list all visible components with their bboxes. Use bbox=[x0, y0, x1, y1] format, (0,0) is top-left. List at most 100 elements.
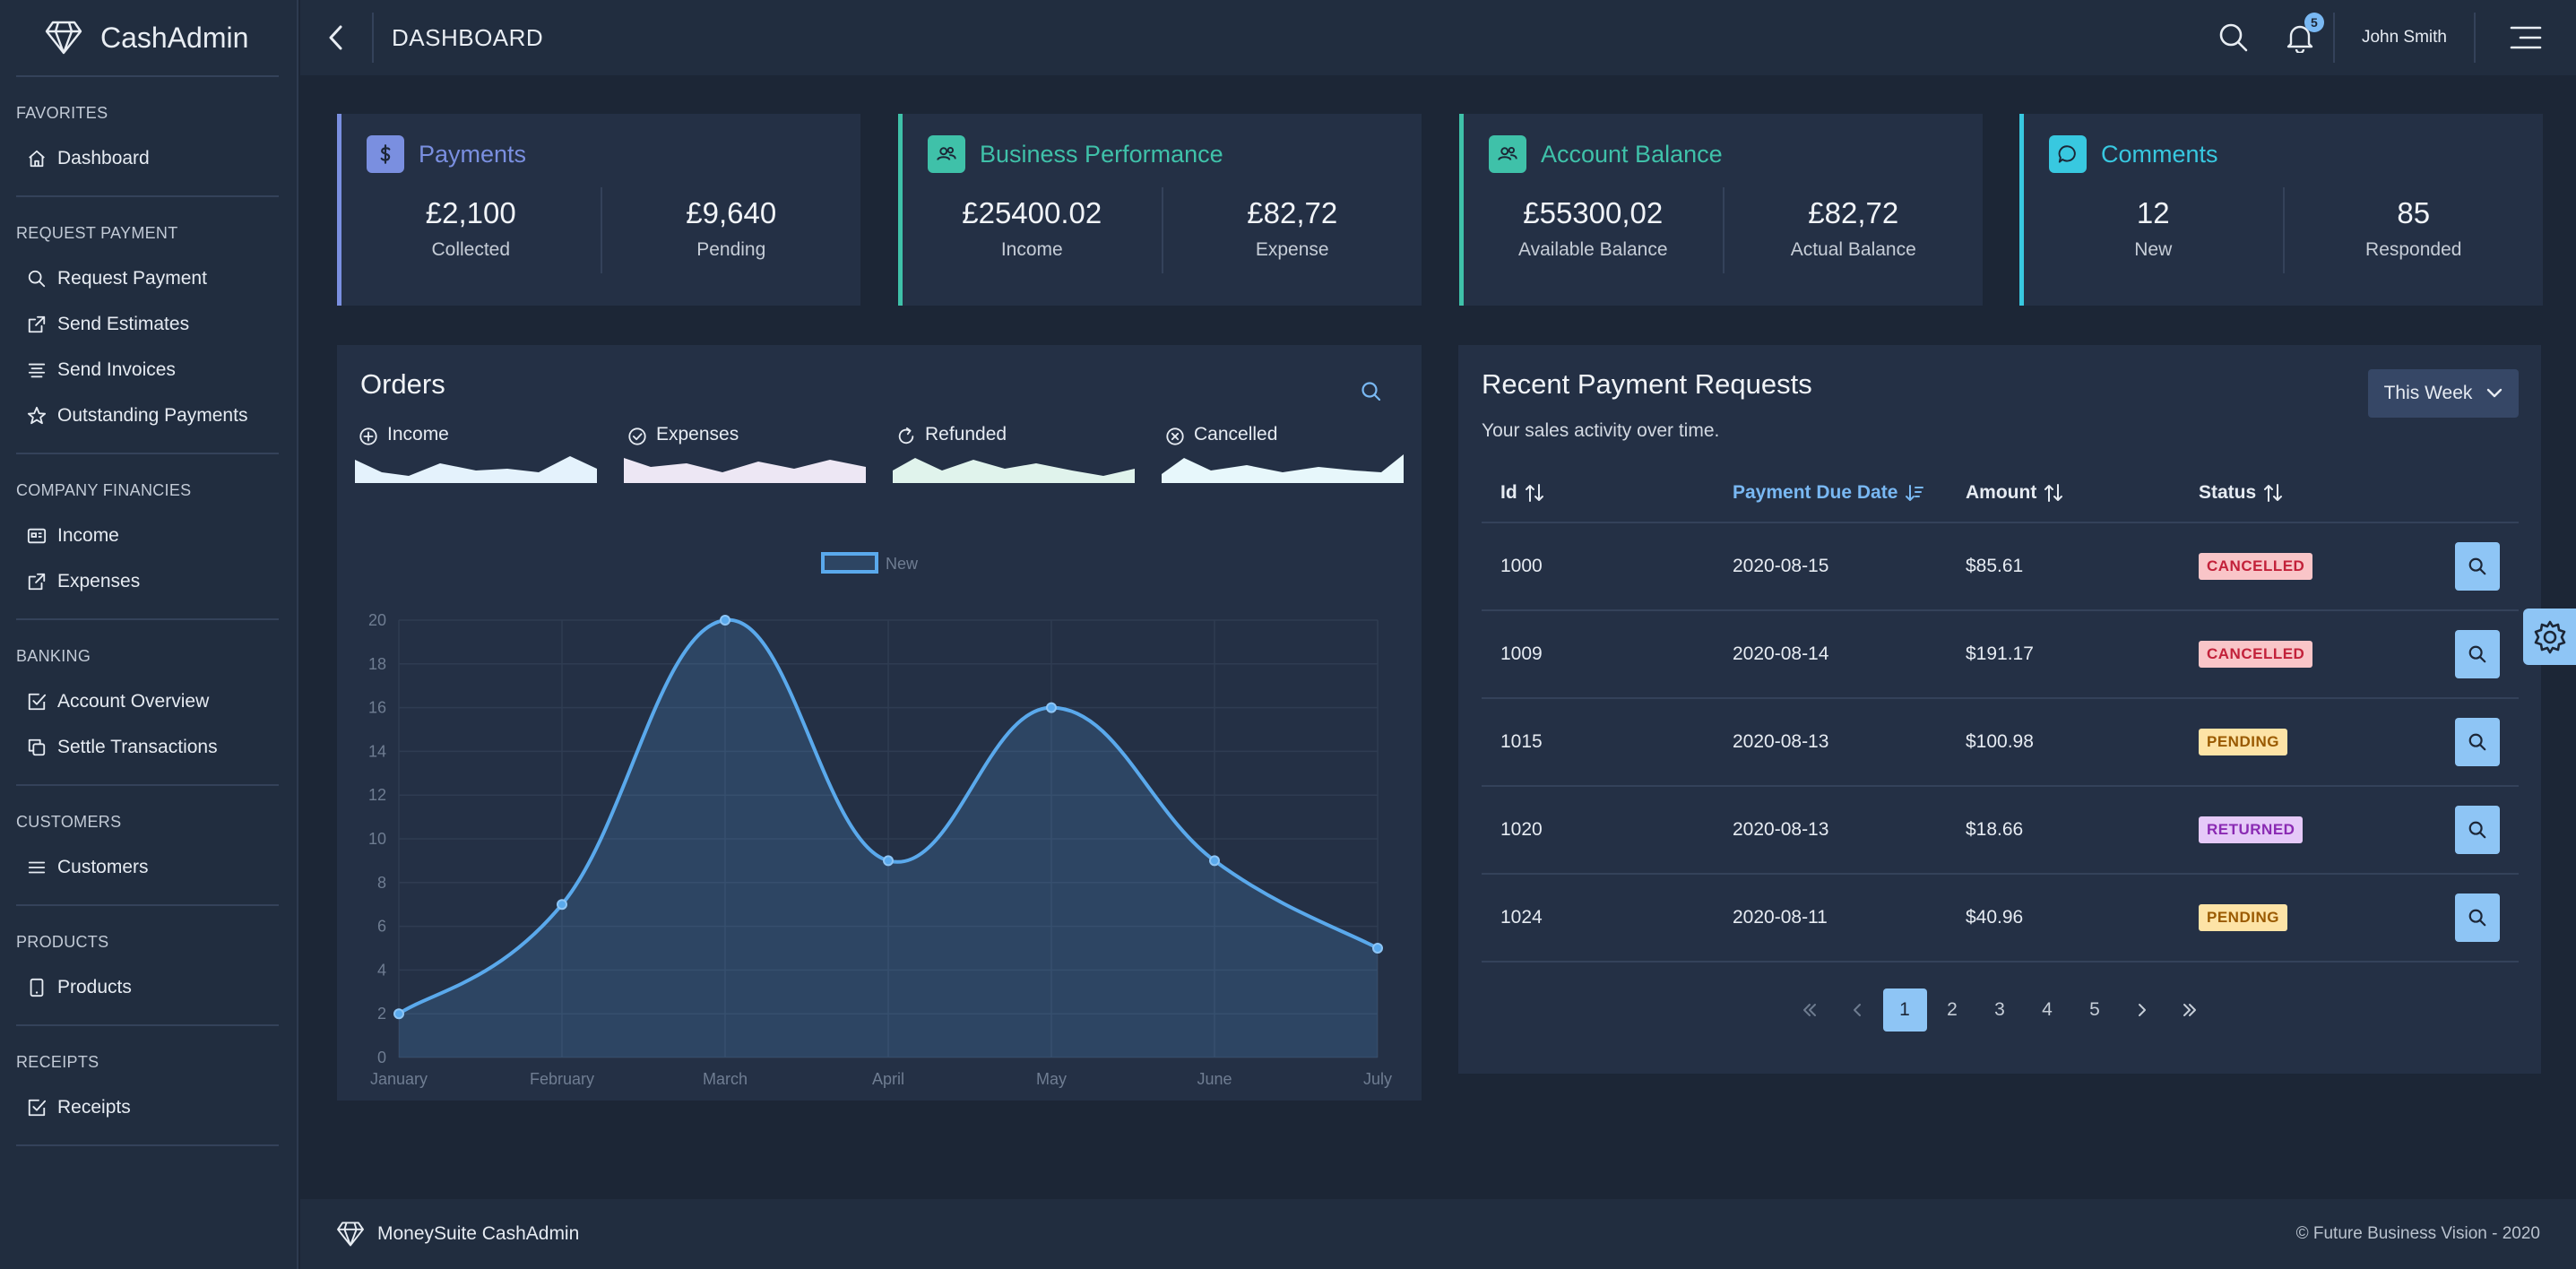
card-title: Account Balance bbox=[1541, 140, 1723, 168]
view-button[interactable] bbox=[2455, 630, 2500, 678]
cell-due-date: 2020-08-14 bbox=[1714, 610, 1947, 699]
sidebar-item-dashboard[interactable]: Dashboard bbox=[0, 135, 297, 181]
list-icon bbox=[27, 858, 47, 877]
divider bbox=[16, 1024, 279, 1026]
align-icon bbox=[27, 360, 47, 380]
card-metric: 12 New bbox=[2024, 187, 2283, 273]
divider bbox=[16, 75, 279, 77]
sidebar-item-outstanding-payments[interactable]: Outstanding Payments bbox=[0, 393, 297, 438]
view-button[interactable] bbox=[2455, 893, 2500, 942]
data-point bbox=[393, 1008, 404, 1020]
col-header-id[interactable]: Id bbox=[1482, 463, 1714, 523]
orders-search-button[interactable] bbox=[1361, 381, 1382, 402]
last-page-button[interactable] bbox=[2168, 988, 2212, 1032]
cell-action bbox=[2413, 698, 2519, 787]
divider bbox=[16, 784, 279, 786]
page-1-button[interactable]: 1 bbox=[1882, 988, 1927, 1032]
card-title: Payments bbox=[419, 140, 527, 168]
cell-id: 1015 bbox=[1482, 698, 1714, 787]
first-page-button[interactable] bbox=[1788, 988, 1832, 1032]
page-4-button[interactable]: 4 bbox=[2042, 999, 2053, 1020]
user-menu[interactable]: John Smith bbox=[2361, 28, 2447, 47]
table-row[interactable]: 1024 2020-08-11 $40.96 PENDING bbox=[1482, 874, 2519, 963]
col-header-actions bbox=[2413, 463, 2519, 523]
search-button[interactable] bbox=[2200, 0, 2267, 75]
sort-desc-icon bbox=[1905, 483, 1924, 503]
stat-card-payments: Payments £2,100 Collected £9,640 Pending bbox=[337, 114, 860, 306]
cell-id: 1000 bbox=[1482, 522, 1714, 611]
back-button[interactable] bbox=[300, 0, 372, 75]
sidebar-item-expenses[interactable]: Expenses bbox=[0, 558, 297, 604]
sidebar-item-receipts[interactable]: Receipts bbox=[0, 1084, 297, 1130]
nav-section-company-financies: COMPANY FINANCIES Income Expenses bbox=[0, 454, 297, 618]
data-point bbox=[1046, 702, 1057, 713]
page-5-button[interactable]: 5 bbox=[2089, 999, 2100, 1020]
view-button[interactable] bbox=[2455, 542, 2500, 591]
nav-section-banking: BANKING Account Overview Settle Transact… bbox=[0, 620, 297, 784]
page-3-button[interactable]: 3 bbox=[1994, 999, 2005, 1020]
external-link-icon bbox=[27, 315, 47, 334]
next-page-button[interactable] bbox=[2121, 988, 2165, 1032]
sidebar-item-customers[interactable]: Customers bbox=[0, 844, 297, 890]
nav-section-title: BANKING bbox=[16, 647, 91, 665]
sidebar-item-products[interactable]: Products bbox=[0, 964, 297, 1010]
card-metric-value: 85 bbox=[2397, 196, 2431, 229]
sparkline-label: Income bbox=[387, 424, 449, 445]
card-metric-label: Collected bbox=[431, 239, 511, 260]
page-2-button[interactable]: 2 bbox=[1947, 999, 1958, 1020]
menu-button[interactable] bbox=[2476, 0, 2576, 75]
table-row[interactable]: 1020 2020-08-13 $18.66 RETURNED bbox=[1482, 786, 2519, 875]
prev-page-button[interactable] bbox=[1836, 988, 1880, 1032]
prev-page-icon bbox=[1848, 1003, 1866, 1017]
divider bbox=[16, 618, 279, 620]
col-header-status[interactable]: Status bbox=[2180, 463, 2413, 523]
users-icon bbox=[1489, 135, 1526, 173]
card-metric-value: £82,72 bbox=[1247, 196, 1338, 229]
x-tick-label: January bbox=[370, 1070, 428, 1088]
table-row[interactable]: 1000 2020-08-15 $85.61 CANCELLED bbox=[1482, 522, 2519, 611]
sparkline-area bbox=[624, 458, 866, 483]
y-tick-label: 18 bbox=[368, 655, 386, 673]
col-header-amount[interactable]: Amount bbox=[1947, 463, 2180, 523]
sidebar-item-send-estimates[interactable]: Send Estimates bbox=[0, 301, 297, 347]
cell-id: 1024 bbox=[1482, 874, 1714, 963]
card-metric: £82,72 Expense bbox=[1161, 187, 1422, 273]
table-row[interactable]: 1009 2020-08-14 $191.17 CANCELLED bbox=[1482, 610, 2519, 699]
settings-toggle[interactable] bbox=[2523, 609, 2576, 665]
search-icon bbox=[2218, 22, 2249, 53]
notifications-button[interactable]: 5 bbox=[2267, 0, 2333, 75]
search-icon bbox=[2468, 908, 2487, 928]
sidebar-item-send-invoices[interactable]: Send Invoices bbox=[0, 347, 297, 393]
sparkline-area bbox=[893, 458, 1135, 483]
sparkline-expenses: Expenses bbox=[624, 420, 866, 488]
sidebar-item-request-payment[interactable]: Request Payment bbox=[0, 255, 297, 301]
view-button[interactable] bbox=[2455, 806, 2500, 854]
x-tick-label: June bbox=[1197, 1070, 1232, 1088]
view-button[interactable] bbox=[2455, 718, 2500, 766]
sidebar-item-income[interactable]: Income bbox=[0, 513, 297, 558]
sidebar-item-account-overview[interactable]: Account Overview bbox=[0, 678, 297, 724]
cell-action bbox=[2413, 874, 2519, 963]
sidebar-item-label: Customers bbox=[57, 856, 149, 877]
cell-amount: $85.61 bbox=[1947, 522, 2180, 611]
card-title: Business Performance bbox=[980, 140, 1223, 168]
card-metric-label: Pending bbox=[696, 239, 766, 260]
data-point bbox=[883, 855, 894, 867]
sparkline-refunded: Refunded bbox=[893, 420, 1135, 488]
sidebar-item-settle-transactions[interactable]: Settle Transactions bbox=[0, 724, 297, 770]
period-dropdown[interactable]: This Week bbox=[2368, 369, 2519, 418]
nav-section-products: PRODUCTS Products bbox=[0, 906, 297, 1024]
diamond-icon bbox=[45, 21, 82, 55]
bell-icon bbox=[2286, 22, 2314, 53]
plus-circle-icon bbox=[359, 423, 378, 446]
brand[interactable]: CashAdmin bbox=[0, 0, 297, 75]
status-badge: PENDING bbox=[2199, 904, 2287, 931]
cell-status: PENDING bbox=[2180, 698, 2413, 787]
table-row[interactable]: 1015 2020-08-13 $100.98 PENDING bbox=[1482, 698, 2519, 787]
col-header-due-date[interactable]: Payment Due Date bbox=[1714, 463, 1947, 523]
col-header-label: Id bbox=[1500, 481, 1517, 503]
divider bbox=[372, 13, 374, 63]
card-metric-label: Responded bbox=[2365, 239, 2462, 260]
col-header-label: Amount bbox=[1966, 481, 2037, 503]
y-tick-label: 0 bbox=[377, 1049, 386, 1066]
